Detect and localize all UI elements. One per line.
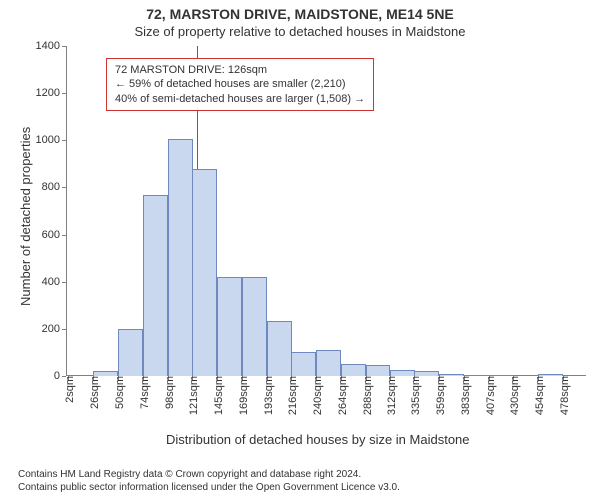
x-tick-label: 50sqm (110, 376, 126, 409)
histogram-bar (143, 195, 168, 377)
x-tick-label: 216sqm (283, 376, 299, 415)
info-box-line3: 40% of semi-detached houses are larger (… (115, 92, 365, 106)
histogram-bar (267, 321, 292, 376)
y-tick-label: 200 (42, 323, 66, 335)
x-axis-label: Distribution of detached houses by size … (166, 432, 470, 447)
histogram-bar (390, 370, 415, 376)
chart-container: { "title": "72, MARSTON DRIVE, MAIDSTONE… (0, 0, 600, 500)
y-tick-label: 1000 (36, 134, 66, 146)
histogram-bar (341, 364, 366, 376)
x-tick-label: 335sqm (406, 376, 422, 415)
histogram-bar (316, 350, 341, 376)
histogram-bar (168, 139, 193, 376)
y-tick-label: 400 (42, 276, 66, 288)
x-tick-label: 407sqm (481, 376, 497, 415)
x-tick-label: 312sqm (382, 376, 398, 415)
x-tick-label: 26sqm (85, 376, 101, 409)
footer-line1: Contains HM Land Registry data © Crown c… (18, 469, 400, 482)
x-tick-label: 478sqm (555, 376, 571, 415)
y-tick-label: 600 (42, 229, 66, 241)
histogram-bar (538, 374, 563, 376)
x-tick-label: 2sqm (60, 376, 76, 403)
y-tick-label: 800 (42, 181, 66, 193)
x-tick-label: 169sqm (234, 376, 250, 415)
x-tick-label: 288sqm (358, 376, 374, 415)
histogram-bar (464, 375, 489, 376)
info-box-line1: 72 MARSTON DRIVE: 126sqm (115, 63, 365, 77)
histogram-bar (414, 371, 439, 376)
x-tick-label: 193sqm (259, 376, 275, 415)
x-tick-label: 240sqm (308, 376, 324, 415)
chart-title: 72, MARSTON DRIVE, MAIDSTONE, ME14 5NE (0, 0, 600, 22)
histogram-bar (439, 374, 464, 376)
histogram-bar (93, 371, 118, 376)
histogram-bar (192, 169, 217, 376)
x-tick-label: 383sqm (456, 376, 472, 415)
footer: Contains HM Land Registry data © Crown c… (18, 469, 400, 494)
histogram-bar (489, 375, 514, 376)
histogram-bar (217, 277, 242, 376)
chart-subtitle: Size of property relative to detached ho… (0, 22, 600, 39)
x-tick-label: 98sqm (160, 376, 176, 409)
histogram-bar (118, 329, 143, 376)
histogram-bar (366, 365, 391, 376)
histogram-bar (242, 277, 267, 376)
x-tick-label: 145sqm (209, 376, 225, 415)
info-box-line2: ← 59% of detached houses are smaller (2,… (115, 77, 365, 91)
x-tick-label: 74sqm (135, 376, 151, 409)
x-tick-label: 121sqm (184, 376, 200, 415)
y-tick-label: 1200 (36, 87, 66, 99)
y-axis-line (66, 46, 67, 376)
y-axis-label: Number of detached properties (18, 127, 33, 306)
x-tick-label: 454sqm (530, 376, 546, 415)
histogram-bar (291, 352, 316, 376)
x-tick-label: 359sqm (431, 376, 447, 415)
footer-line2: Contains public sector information licen… (18, 482, 400, 495)
y-tick-label: 1400 (36, 40, 66, 52)
plot-area: 72 MARSTON DRIVE: 126sqm ← 59% of detach… (66, 46, 586, 376)
info-box: 72 MARSTON DRIVE: 126sqm ← 59% of detach… (106, 58, 374, 111)
x-tick-label: 264sqm (333, 376, 349, 415)
x-tick-label: 430sqm (505, 376, 521, 415)
